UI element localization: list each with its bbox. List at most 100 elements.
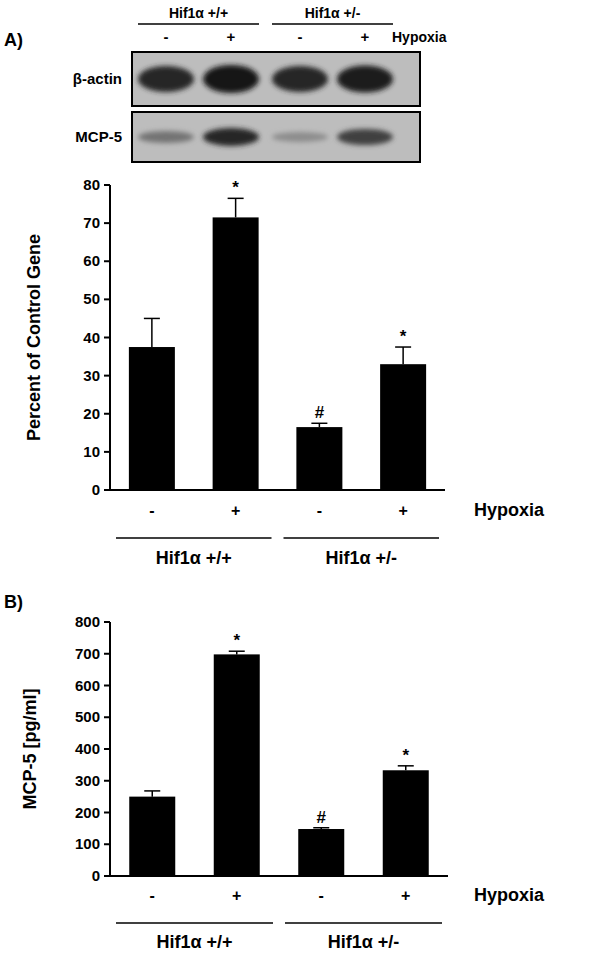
y-tick: [104, 413, 110, 415]
significance-mark: *: [400, 327, 407, 346]
error-bar: [144, 791, 160, 797]
y-tick: [104, 184, 110, 186]
x-tick-label: +: [231, 502, 240, 519]
x-tick-label: +: [401, 887, 410, 904]
x-tick-label: -: [149, 502, 154, 519]
x-axis-label: Hypoxia: [474, 500, 545, 520]
x-tick-label: -: [150, 887, 155, 904]
blot-band: [138, 131, 194, 143]
blot-band: [203, 65, 259, 93]
y-tick-label: 300: [75, 772, 100, 789]
plot-marks: [129, 198, 426, 490]
blot-lane-label: +: [227, 28, 236, 45]
error-cap: [144, 318, 160, 320]
y-tick: [104, 489, 110, 491]
blot-band: [272, 66, 328, 92]
x-tick-label: -: [319, 887, 324, 904]
chart: A)*#*01020304050607080Percent of Control…: [4, 30, 545, 568]
y-tick-label: 20: [83, 405, 100, 422]
significance-mark: *: [232, 178, 239, 197]
bar: [214, 654, 260, 876]
y-tick-label: 400: [75, 740, 100, 757]
significance-mark: #: [317, 808, 327, 827]
y-tick: [104, 621, 110, 623]
group-label: Hif1α +/+: [156, 548, 232, 568]
error-cap: [398, 765, 414, 767]
plot-marks: [129, 651, 429, 876]
y-tick: [104, 375, 110, 377]
group-label: Hif1α +/+: [156, 932, 232, 952]
y-tick: [104, 451, 110, 453]
error-bar: [229, 651, 245, 654]
y-tick-label: 500: [75, 708, 100, 725]
blot-row-label: β-actin: [73, 70, 122, 87]
blot-lane-label: +: [361, 28, 370, 45]
blot: Hif1α +/+Hif1α +/--+-+Hypoxiaβ-actinMCP-…: [73, 5, 447, 162]
y-tick: [104, 222, 110, 224]
blot-band: [337, 66, 393, 93]
error-stem: [235, 198, 237, 217]
y-tick-label: 30: [83, 367, 100, 384]
y-tick: [104, 685, 110, 687]
y-tick: [104, 337, 110, 339]
blot-group-label: Hif1α +/-: [305, 5, 361, 21]
x-axis: [110, 489, 445, 491]
y-axis-label: MCP-5 [pg/ml]: [20, 689, 40, 810]
x-axis: [110, 875, 448, 877]
y-tick: [104, 748, 110, 750]
bar: [296, 427, 342, 490]
error-stem: [402, 347, 404, 364]
significance-mark: *: [233, 631, 240, 650]
blot-condition: Hypoxia: [392, 29, 447, 45]
y-tick-label: 0: [92, 867, 100, 884]
y-tick: [104, 780, 110, 782]
error-cap: [311, 423, 327, 425]
blot-band: [138, 66, 194, 92]
group-line: [284, 537, 440, 539]
blot-row-label: MCP-5: [75, 128, 122, 145]
y-tick-label: 600: [75, 677, 100, 694]
blot-lane-label: -: [164, 28, 169, 45]
error-bar: [228, 198, 244, 217]
x-tick-label: +: [398, 502, 407, 519]
chart: B) * # * 0 100 200 300 400 500 600 700 800 MCP-5 [pg/…: [4, 592, 545, 952]
y-tick: [104, 812, 110, 814]
bar: [380, 364, 426, 490]
significance-mark: #: [315, 403, 325, 422]
bar: [129, 797, 175, 876]
y-tick: [104, 653, 110, 655]
significance-mark: *: [402, 746, 409, 765]
y-tick-label: 70: [83, 214, 100, 231]
y-tick: [104, 716, 110, 718]
error-stem: [151, 318, 153, 347]
group-line: [285, 922, 442, 924]
error-bar: [395, 347, 411, 364]
error-cap: [395, 346, 411, 348]
y-tick-label: 60: [83, 252, 100, 269]
error-cap: [228, 198, 244, 200]
y-tick: [104, 875, 110, 877]
group-label: Hif1α +/-: [328, 932, 400, 952]
error-bar: [313, 828, 329, 829]
y-axis-label: Percent of Control Gene: [24, 234, 44, 441]
group-line: [116, 537, 272, 539]
panel-label: B): [4, 592, 23, 612]
y-tick-label: 700: [75, 645, 100, 662]
blot-group-label: Hif1α +/+: [169, 5, 228, 21]
figure: Hif1α +/+ Hif1α +/- - + - + Hypoxia β-actin MCP-…: [0, 0, 600, 954]
y-tick-label: 100: [75, 835, 100, 852]
blot-group-line: [138, 23, 259, 25]
x-axis-label: Hypoxia: [474, 885, 545, 905]
y-tick-label: 200: [75, 804, 100, 821]
bar: [129, 347, 175, 490]
x-tick-label: -: [317, 502, 322, 519]
group-line: [116, 922, 273, 924]
canvas: Hif1α +/+ Hif1α +/- - + - + Hypoxia β-actin MCP-…: [0, 0, 600, 954]
y-tick-label: 800: [75, 613, 100, 630]
bar: [298, 829, 344, 876]
error-bar: [144, 318, 160, 347]
y-tick: [104, 298, 110, 300]
panel-label: A): [4, 30, 23, 50]
x-tick-label: +: [232, 887, 241, 904]
y-tick: [104, 260, 110, 262]
